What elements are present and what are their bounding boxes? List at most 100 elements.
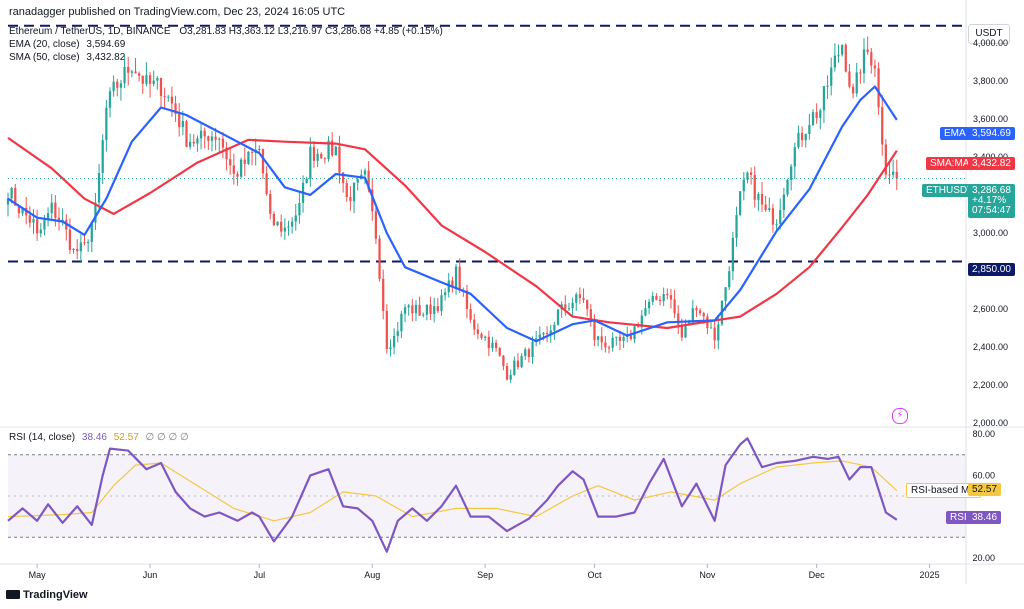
candle-body bbox=[567, 308, 571, 310]
candle-body bbox=[717, 324, 720, 341]
candle-body bbox=[655, 295, 658, 300]
candle-body bbox=[145, 75, 148, 84]
candle-body bbox=[815, 112, 818, 118]
candle-body bbox=[185, 121, 188, 147]
candle-body bbox=[535, 338, 538, 342]
legend-sma-row[interactable]: SMA (50, close) 3,432.82 bbox=[9, 52, 125, 63]
candle-body bbox=[757, 193, 760, 200]
candle-body bbox=[575, 294, 578, 303]
candle-body bbox=[39, 229, 42, 234]
candle-body bbox=[207, 136, 210, 141]
candle-body bbox=[57, 217, 61, 221]
candle-body bbox=[418, 304, 421, 316]
candle-body bbox=[316, 153, 319, 161]
candle-body bbox=[407, 305, 410, 308]
candle-body bbox=[6, 198, 10, 205]
candle-body bbox=[163, 96, 166, 98]
legend-ema-row[interactable]: EMA (20, close) 3,594.69 bbox=[9, 39, 125, 50]
candle-body bbox=[159, 77, 163, 97]
candle-body bbox=[68, 229, 72, 250]
candle-body bbox=[290, 221, 294, 227]
candle-body bbox=[491, 342, 494, 349]
candle-body bbox=[178, 113, 181, 128]
candle-body bbox=[229, 159, 232, 166]
candle-body bbox=[425, 304, 429, 315]
support-badge-value: 2,850.00 bbox=[968, 263, 1015, 276]
candle-body bbox=[341, 172, 345, 184]
candle-body bbox=[21, 207, 24, 214]
candle-body bbox=[294, 215, 297, 222]
candle-body bbox=[349, 197, 352, 202]
candle-body bbox=[473, 319, 476, 330]
candle-body bbox=[644, 308, 647, 316]
candle-body bbox=[513, 360, 516, 375]
price-badge-change: +4.17% bbox=[972, 195, 1007, 206]
candle-body bbox=[476, 329, 480, 334]
candle-body bbox=[338, 146, 341, 173]
candle-body bbox=[378, 238, 381, 279]
candle-body bbox=[629, 335, 633, 340]
candle-body bbox=[287, 226, 290, 228]
candle-body bbox=[239, 159, 243, 177]
candle-body bbox=[112, 81, 115, 92]
price-tick-label: 2,600.00 bbox=[973, 304, 1008, 314]
candle-body bbox=[356, 179, 359, 183]
currency-selector[interactable]: USDT bbox=[968, 24, 1010, 44]
candle-body bbox=[553, 324, 556, 331]
candle-body bbox=[94, 202, 97, 223]
candle-body bbox=[331, 140, 334, 156]
candle-body bbox=[225, 147, 228, 160]
price-badge-name: ETHUSDT bbox=[922, 184, 978, 197]
candle-body bbox=[454, 266, 458, 288]
rsima-badge-value: 52.57 bbox=[968, 483, 1002, 496]
candle-body bbox=[841, 44, 844, 55]
candle-body bbox=[196, 138, 199, 144]
ema-badge-name: EMA bbox=[940, 127, 970, 140]
candle-body bbox=[28, 215, 31, 223]
candle-body bbox=[556, 309, 560, 325]
candle-body bbox=[684, 325, 687, 338]
candle-body bbox=[538, 334, 541, 339]
rsi-tick-label: 20.00 bbox=[972, 553, 995, 563]
candle-body bbox=[797, 132, 800, 148]
candle-body bbox=[436, 306, 439, 312]
candle-body bbox=[36, 219, 39, 234]
candle-body bbox=[677, 313, 680, 325]
legend-rsi-row[interactable]: RSI (14, close) 38.46 52.57 ∅ ∅ ∅ ∅ bbox=[9, 432, 189, 443]
candle-body bbox=[498, 348, 501, 356]
candle-body bbox=[422, 314, 425, 316]
candle-body bbox=[728, 271, 731, 288]
candle-body bbox=[327, 140, 330, 160]
candle-body bbox=[819, 110, 822, 118]
lightning-icon[interactable]: ⚡ bbox=[892, 408, 908, 424]
candle-body bbox=[451, 280, 454, 288]
candle-body bbox=[695, 308, 698, 311]
candle-body bbox=[101, 140, 104, 174]
candle-body bbox=[779, 210, 782, 225]
candle-body bbox=[615, 336, 618, 338]
candle-body bbox=[494, 342, 498, 349]
ema-badge-value: 3,594.69 bbox=[968, 127, 1015, 140]
candle-body bbox=[218, 138, 221, 140]
candle-body bbox=[403, 307, 407, 314]
candle-body bbox=[564, 304, 567, 309]
candle-body bbox=[578, 294, 582, 298]
candle-body bbox=[790, 166, 793, 180]
candle-body bbox=[305, 178, 308, 183]
candle-body bbox=[753, 174, 756, 200]
candle-body bbox=[76, 248, 79, 252]
candle-body bbox=[746, 172, 749, 180]
price-tick-label: 2,400.00 bbox=[973, 342, 1008, 352]
legend-symbol[interactable]: Ethereum / TetherUS, 1D, BINANCE bbox=[9, 26, 171, 37]
candle-body bbox=[542, 333, 545, 335]
candle-body bbox=[14, 187, 17, 206]
candle-body bbox=[862, 49, 866, 74]
candle-body bbox=[385, 310, 388, 350]
time-tick-label: Aug bbox=[364, 570, 380, 580]
candle-body bbox=[866, 49, 869, 53]
candle-body bbox=[651, 295, 654, 302]
candle-body bbox=[793, 147, 796, 167]
rsi-line bbox=[7, 437, 898, 553]
tradingview-logo-icon bbox=[6, 590, 20, 599]
